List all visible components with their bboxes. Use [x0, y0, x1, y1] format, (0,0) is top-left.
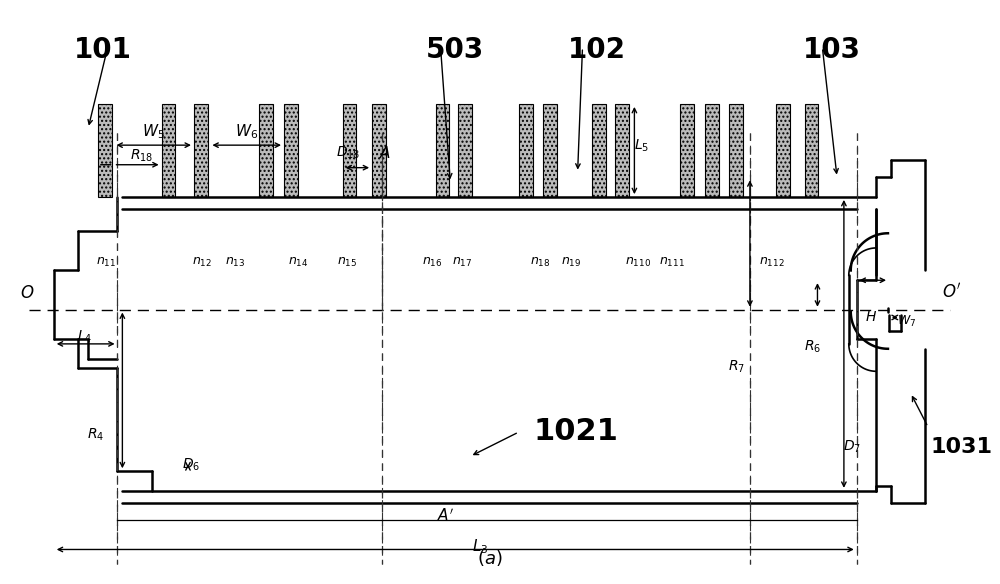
Text: $n_{18}$: $n_{18}$: [530, 256, 551, 269]
Text: $D_{6}$: $D_{6}$: [182, 456, 200, 472]
Text: $L_{3}$: $L_{3}$: [472, 537, 488, 556]
Bar: [776, 104, 790, 197]
Text: $n_{19}$: $n_{19}$: [561, 256, 581, 269]
Bar: [372, 104, 386, 197]
Text: $n_{13}$: $n_{13}$: [225, 256, 245, 269]
Bar: [98, 104, 112, 197]
Text: $(a)$: $(a)$: [477, 548, 502, 568]
Text: 102: 102: [568, 36, 626, 64]
Text: $n_{11}$: $n_{11}$: [96, 256, 116, 269]
Bar: [343, 104, 356, 197]
Text: $A$: $A$: [379, 145, 391, 161]
Bar: [162, 104, 175, 197]
Bar: [436, 104, 449, 197]
Text: 503: 503: [426, 36, 484, 64]
Text: $R_{18}$: $R_{18}$: [130, 148, 154, 164]
Bar: [729, 104, 743, 197]
Text: $R_{4}$: $R_{4}$: [87, 427, 105, 443]
Bar: [194, 104, 208, 197]
Text: $n_{110}$: $n_{110}$: [625, 256, 651, 269]
Bar: [284, 104, 298, 197]
Text: $n_{14}$: $n_{14}$: [288, 256, 309, 269]
Text: $D_{18}$: $D_{18}$: [336, 145, 361, 161]
Text: $O$: $O$: [20, 284, 35, 302]
Text: 101: 101: [73, 36, 131, 64]
Text: $n_{12}$: $n_{12}$: [192, 256, 212, 269]
Bar: [805, 104, 818, 197]
Bar: [543, 104, 557, 197]
Text: $R_{7}$: $R_{7}$: [728, 358, 745, 374]
Text: $n_{16}$: $n_{16}$: [422, 256, 443, 269]
Text: $R_{6}$: $R_{6}$: [804, 339, 821, 355]
Bar: [615, 104, 629, 197]
Text: $L_{4}$: $L_{4}$: [77, 329, 92, 345]
Text: $A'$: $A'$: [437, 507, 454, 523]
Text: $W_{5}$: $W_{5}$: [142, 122, 165, 141]
Bar: [519, 104, 533, 197]
Text: 1021: 1021: [534, 418, 618, 446]
Text: $n_{112}$: $n_{112}$: [759, 256, 784, 269]
Text: $O'$: $O'$: [942, 283, 961, 302]
Bar: [458, 104, 472, 197]
Text: $W_{6}$: $W_{6}$: [235, 122, 258, 141]
Bar: [680, 104, 694, 197]
Text: $W_{7}$: $W_{7}$: [897, 314, 916, 329]
Text: $L_{5}$: $L_{5}$: [634, 138, 649, 154]
Text: 1031: 1031: [930, 437, 992, 457]
Text: $n_{17}$: $n_{17}$: [452, 256, 472, 269]
Bar: [705, 104, 719, 197]
Bar: [592, 104, 606, 197]
Text: $D_{7}$: $D_{7}$: [843, 439, 861, 455]
Bar: [259, 104, 273, 197]
Text: $n_{15}$: $n_{15}$: [337, 256, 358, 269]
Text: 103: 103: [803, 36, 861, 64]
Text: $H$: $H$: [865, 311, 877, 325]
Text: $n_{111}$: $n_{111}$: [659, 256, 684, 269]
